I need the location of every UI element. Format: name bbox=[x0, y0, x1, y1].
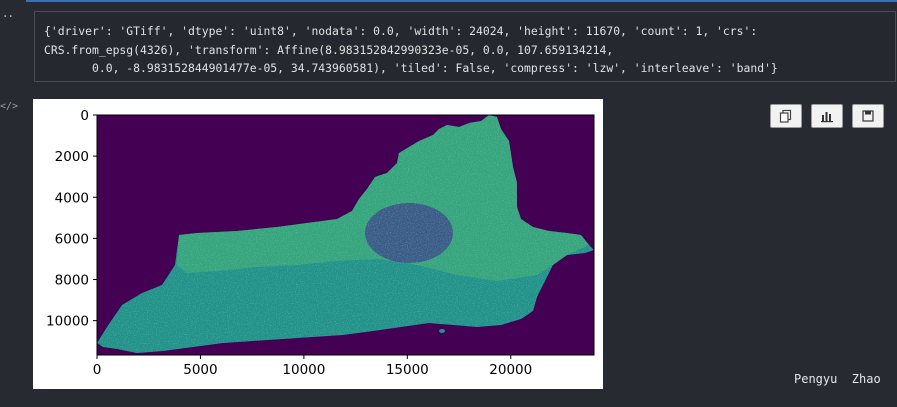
texture-speckle bbox=[97, 115, 594, 353]
code-toggle-icon[interactable]: </> bbox=[0, 101, 19, 112]
output-line-1: {'driver': 'GTiff', 'dtype': 'uint8', 'n… bbox=[44, 24, 758, 38]
output-toolbar bbox=[770, 104, 884, 128]
author-name: Pengyu Zhao bbox=[794, 372, 881, 386]
cell-prompt-dots[interactable]: .. bbox=[3, 5, 14, 21]
y-tick-label-5: 10000 bbox=[46, 314, 89, 330]
x-tick-label-3: 15000 bbox=[386, 362, 429, 378]
axes: 0 5000 10000 15000 20000 0 2000 4000 6000 8000 100… bbox=[46, 108, 595, 378]
output-line-3: 0.0, -8.983152844901477e-05, 34.74396058… bbox=[44, 61, 778, 75]
chart-button[interactable] bbox=[811, 104, 843, 128]
output-line-2: CRS.from_epsg(4326), 'transform': Affine… bbox=[44, 42, 614, 57]
plot-area bbox=[97, 115, 594, 355]
small-patch bbox=[439, 329, 445, 333]
x-tick-label-2: 10000 bbox=[282, 362, 325, 378]
copy-button[interactable] bbox=[770, 104, 802, 128]
raster-plot: 0 5000 10000 15000 20000 0 2000 4000 6000 8000 100… bbox=[33, 99, 603, 389]
bar-chart-icon bbox=[821, 112, 833, 123]
y-tick-label-3: 6000 bbox=[55, 231, 89, 247]
x-tick-label-4: 20000 bbox=[489, 362, 532, 378]
x-tick-label-0: 0 bbox=[93, 362, 102, 378]
save-icon bbox=[862, 110, 874, 122]
y-tick-label-2: 4000 bbox=[55, 190, 89, 206]
cell-output-text: {'driver': 'GTiff', 'dtype': 'uint8', 'n… bbox=[34, 11, 896, 82]
y-tick-label-0: 0 bbox=[80, 108, 89, 124]
y-tick-label-1: 2000 bbox=[55, 149, 89, 165]
raster-plot-svg: 0 5000 10000 15000 20000 0 2000 4000 6000 8000 100… bbox=[46, 108, 595, 378]
y-tick-label-4: 8000 bbox=[55, 273, 89, 289]
active-cell-indicator bbox=[26, 0, 897, 2]
copy-icon bbox=[779, 109, 792, 123]
x-tick-label-1: 5000 bbox=[183, 362, 217, 378]
save-button[interactable] bbox=[852, 104, 884, 128]
axes-frame bbox=[96, 114, 595, 356]
